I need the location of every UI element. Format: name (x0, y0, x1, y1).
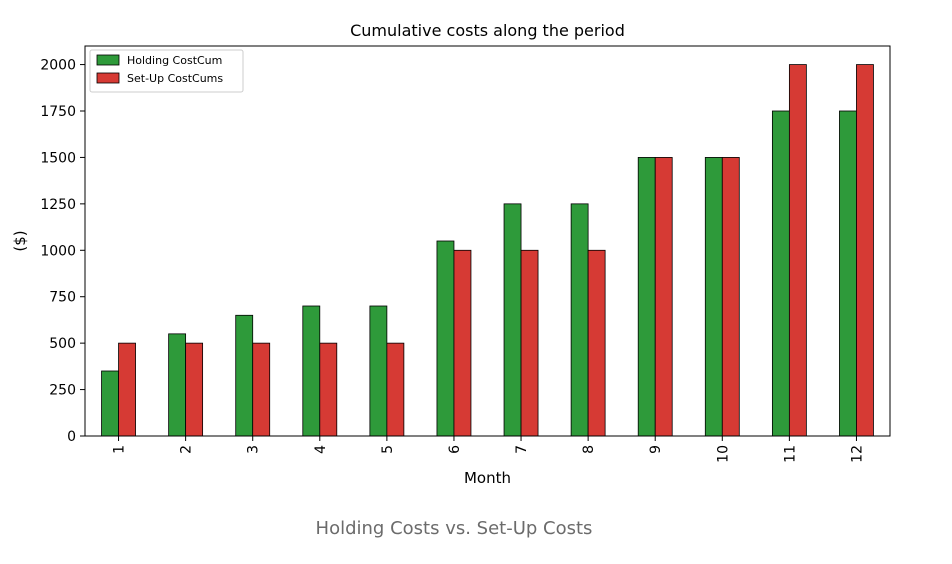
bar-holding-month-9 (637, 157, 656, 437)
x-tick-label: 11 (782, 445, 798, 463)
bar-setup-month-6 (453, 249, 472, 437)
bar-setup-month-2 (185, 342, 204, 437)
bar-setup-month-11 (788, 64, 807, 437)
bar-setup-month-5 (386, 342, 405, 437)
bar-setup-month-9 (654, 157, 673, 437)
bar-holding-month-6 (436, 240, 455, 437)
bar-holding-month-12 (839, 110, 857, 437)
x-tick-label: 5 (380, 445, 396, 454)
bar-holding-month-7 (503, 203, 522, 437)
x-tick-label: 3 (246, 445, 262, 454)
legend-swatch-setup (96, 72, 120, 84)
x-tick-label: 4 (313, 445, 329, 454)
y-tick-label: 1750 (40, 104, 76, 120)
bar-setup-month-1 (118, 342, 136, 437)
x-tick-label: 12 (849, 445, 865, 463)
bar-setup-month-12 (856, 64, 874, 437)
plot-frame (84, 45, 891, 437)
y-tick-label: 1000 (40, 243, 76, 259)
y-tick-label: 1500 (40, 150, 76, 166)
chart-title: Cumulative costs along the period (350, 21, 625, 40)
bar-holding-month-3 (235, 314, 254, 437)
bar-setup-month-4 (319, 342, 338, 437)
y-tick-label: 2000 (40, 58, 76, 74)
bar-holding-month-11 (771, 110, 790, 437)
legend: Holding CostCum Set-Up CostCums (89, 49, 244, 93)
y-axis: 0 250 500 750 1000 1250 1500 1750 2000 (40, 58, 85, 445)
legend-box (89, 49, 244, 93)
y-tick-label: 250 (49, 383, 76, 399)
bar-holding-month-1 (101, 370, 119, 437)
y-tick-label: 0 (67, 429, 76, 445)
legend-label-holding: Holding CostCum (127, 54, 222, 67)
x-tick-label: 1 (112, 445, 128, 454)
bars-layer (101, 64, 874, 437)
x-tick-label: 2 (179, 445, 195, 454)
legend-label-setup: Set-Up CostCums (127, 72, 223, 85)
bar-setup-month-3 (252, 342, 271, 437)
x-tick-label: 10 (715, 445, 731, 463)
x-tick-label: 8 (581, 445, 597, 454)
bar-setup-month-7 (520, 249, 539, 437)
bar-setup-month-10 (721, 157, 740, 437)
x-axis: 1 2 3 4 5 6 7 8 9 10 11 12 (112, 436, 865, 463)
bar-holding-month-5 (369, 305, 388, 437)
bar-setup-month-8 (587, 249, 606, 437)
bar-holding-month-2 (168, 333, 187, 437)
x-tick-label: 9 (648, 445, 664, 454)
legend-swatch-holding (96, 54, 120, 66)
y-tick-label: 500 (49, 336, 76, 352)
x-tick-label: 6 (447, 445, 463, 454)
bar-holding-month-4 (302, 305, 321, 437)
figure-caption: Holding Costs vs. Set-Up Costs (315, 518, 593, 539)
y-tick-label: 750 (49, 290, 76, 306)
y-tick-label: 1250 (40, 197, 76, 213)
bar-holding-month-8 (570, 203, 589, 437)
x-tick-label: 7 (514, 445, 530, 454)
y-axis-label: ($) (11, 230, 29, 251)
bar-holding-month-10 (704, 157, 723, 437)
x-axis-label: Month (464, 469, 511, 487)
